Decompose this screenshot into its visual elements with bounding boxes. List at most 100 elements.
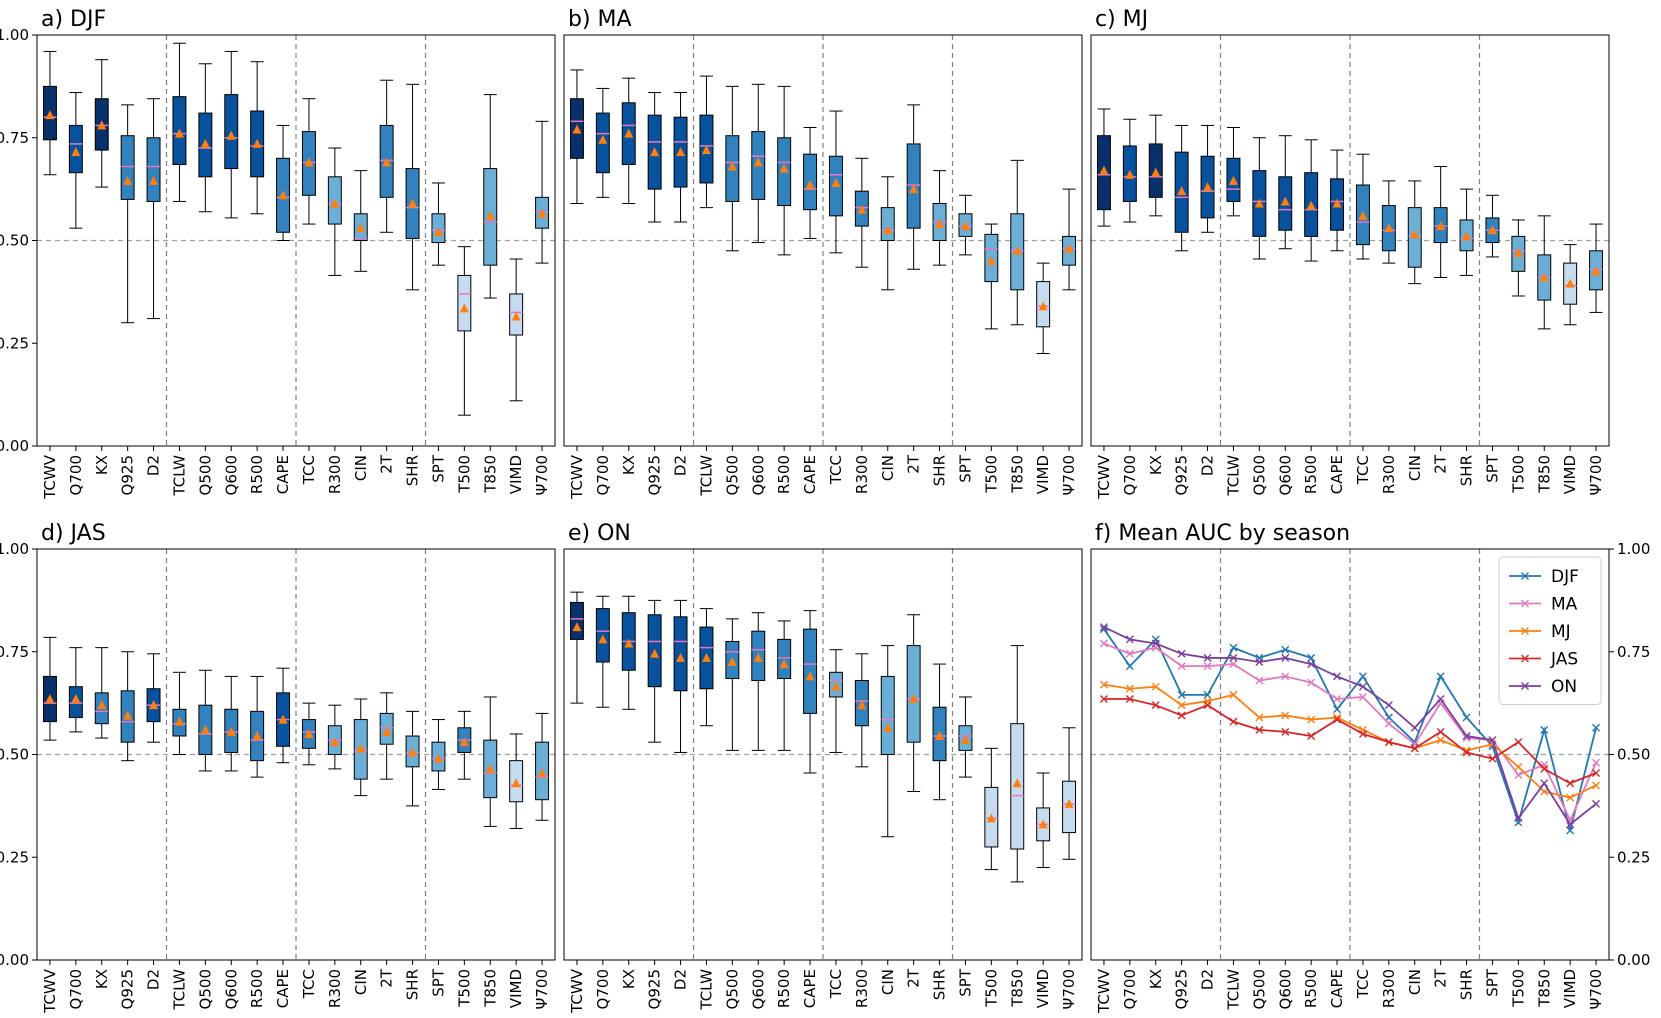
- y-tick-label: 0.75: [1617, 643, 1650, 661]
- box-mean-marker: [226, 726, 236, 736]
- box-mean-marker: [883, 225, 893, 235]
- series-point-ma: [1125, 649, 1134, 658]
- box-mean-marker: [459, 737, 469, 747]
- box-mean-marker: [149, 700, 159, 710]
- box-mean-marker: [330, 737, 340, 747]
- box-mean-marker: [572, 124, 582, 134]
- box-mean-marker: [805, 180, 815, 190]
- x-tick-label: Q600: [222, 455, 240, 495]
- box-mean-marker: [252, 138, 262, 148]
- x-tick-label: SHR: [931, 455, 949, 486]
- y-tick-label: 0.00: [0, 951, 29, 969]
- x-tick-label: Q500: [1250, 969, 1268, 1009]
- box-mean-marker: [1064, 243, 1074, 253]
- y-tick-label: 1.00: [1617, 540, 1650, 558]
- panel-2: b) MA TCWV Q700 KX Q925 D2 TCLW Q500 Q600 R500 CAP…: [563, 7, 1083, 500]
- box-mean-marker: [1358, 210, 1368, 220]
- x-tick-label: R300: [326, 969, 344, 1008]
- x-tick-label: SHR: [1458, 969, 1476, 1000]
- x-tick-label: D2: [1199, 969, 1217, 990]
- box-mean-marker: [537, 208, 547, 218]
- box-mean-marker: [1591, 266, 1601, 276]
- series-point-on: [1514, 814, 1523, 823]
- series-point-mj: [1177, 701, 1186, 710]
- y-tick-label: 1.00: [0, 26, 29, 44]
- box-mean-marker: [382, 157, 392, 167]
- x-tick-label: SPT: [429, 454, 447, 483]
- x-tick-label: Ψ700: [533, 969, 551, 1009]
- x-tick-label: 2T: [905, 454, 923, 474]
- series-point-djf: [1125, 662, 1134, 671]
- box-mean-marker: [511, 311, 521, 321]
- x-tick-label: R300: [1380, 455, 1398, 494]
- panel-title: a) DJF: [41, 7, 106, 32]
- x-tick-label: T500: [1509, 969, 1527, 1008]
- legend-marker: [1521, 682, 1529, 690]
- legend-marker: [1521, 599, 1529, 608]
- legend-label: ON: [1551, 677, 1577, 697]
- x-tick-label: TCC: [1354, 455, 1372, 485]
- x-tick-label: T850: [1008, 455, 1026, 494]
- box-mean-marker: [960, 735, 970, 745]
- box-mean-marker: [433, 227, 443, 237]
- series-point-ma: [1358, 692, 1367, 701]
- series-point-djf: [1099, 625, 1108, 634]
- box-mean-marker: [598, 634, 608, 644]
- series-point-jas: [1099, 695, 1108, 704]
- series-point-jas: [1514, 738, 1523, 747]
- series-point-mj: [1514, 762, 1523, 771]
- box-body: [906, 645, 921, 743]
- x-tick-label: 2T: [905, 968, 923, 988]
- series-point-jas: [1462, 748, 1471, 757]
- x-tick-label: T850: [481, 969, 499, 1008]
- series-point-jas: [1333, 715, 1342, 724]
- series-line-jas: [1103, 698, 1597, 785]
- box-mean-marker: [123, 175, 133, 185]
- x-tick-label: 2T: [1432, 968, 1450, 988]
- x-tick-label: T850: [1008, 969, 1026, 1008]
- x-tick-label: TCLW: [170, 969, 188, 1011]
- series-point-djf: [1177, 690, 1186, 699]
- x-tick-label: SHR: [404, 969, 422, 1000]
- x-tick-label: T850: [1535, 969, 1553, 1008]
- series-point-ma: [1281, 672, 1290, 681]
- series-point-mj: [1307, 715, 1316, 724]
- box-mean-marker: [883, 722, 893, 732]
- series-point-on: [1307, 660, 1316, 669]
- panel-frame: [36, 34, 556, 447]
- x-tick-label: VIMD: [507, 969, 525, 1008]
- series-point-on: [1540, 779, 1549, 788]
- series-point-ma: [1177, 662, 1186, 671]
- x-tick-label: CIN: [879, 455, 897, 481]
- box-mean-marker: [650, 147, 660, 157]
- box-body: [569, 601, 584, 640]
- box-body: [880, 675, 895, 755]
- series-point-on: [1333, 672, 1342, 681]
- legend-label: JAS: [1550, 650, 1578, 670]
- x-tick-label: SPT: [1483, 968, 1501, 997]
- series-line-djf: [1103, 628, 1597, 831]
- x-tick-label: R500: [775, 455, 793, 494]
- series-point-on: [1281, 653, 1290, 662]
- series-point-on: [1358, 682, 1367, 691]
- box-mean-marker: [1125, 169, 1135, 179]
- series-line-mj: [1103, 683, 1597, 799]
- series-line-ma: [1103, 642, 1597, 823]
- x-tick-label: TCLW: [697, 969, 715, 1011]
- series-point-on: [1384, 701, 1393, 710]
- legend-label: MA: [1551, 595, 1578, 615]
- box-mean-marker: [382, 726, 392, 736]
- series-point-djf: [1462, 713, 1471, 722]
- box-mean-marker: [356, 223, 366, 233]
- series-point-on: [1177, 649, 1186, 658]
- x-tick-label: Q925: [646, 455, 664, 495]
- x-tick-label: CAPE: [1328, 969, 1346, 1008]
- box-mean-marker: [572, 622, 582, 632]
- box-mean-marker: [1012, 245, 1022, 255]
- legend-label: MJ: [1551, 622, 1571, 642]
- series-point-ma: [1592, 758, 1601, 767]
- series-point-on: [1255, 658, 1264, 667]
- x-tick-label: CIN: [879, 969, 897, 995]
- x-tick-label: T500: [982, 455, 1000, 494]
- box-mean-marker: [779, 163, 789, 173]
